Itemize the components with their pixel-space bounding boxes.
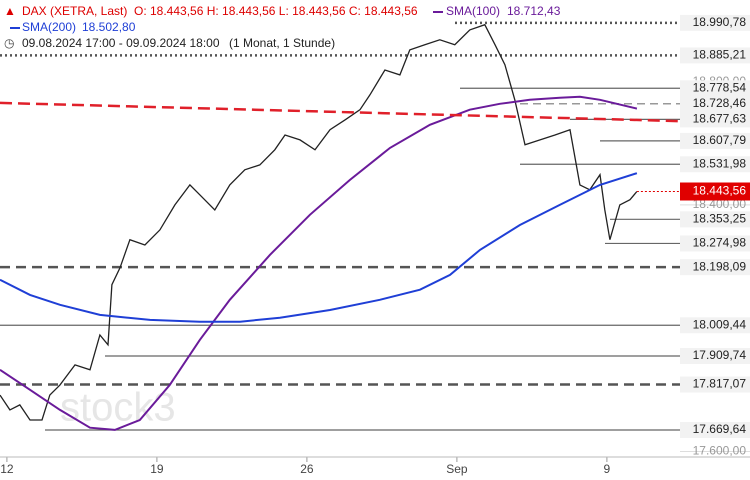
y-tick-label: 18.400,00 [693,197,747,211]
level-label: 18.677,63 [693,112,747,126]
y-tick-label: 17.600,00 [693,444,747,458]
series-line [0,172,638,323]
level-label-bg [680,14,750,31]
sma200-value: 18.502,80 [82,20,136,34]
header-icon: ▲ [4,4,16,18]
level-label: 18.198,09 [693,259,747,273]
date-range: 09.08.2024 17:00 - 09.09.2024 18:00 [22,36,220,50]
level-label-bg [680,421,750,438]
level-label-bg [680,47,750,64]
level-label: 18.531,98 [693,156,747,170]
level-label: 18.009,44 [693,317,747,331]
level-label-bg [680,95,750,112]
symbol: DAX (XETRA, Last) [22,4,127,18]
watermark: stock3 [60,386,176,430]
series-line [0,95,638,431]
x-tick-label: 9 [604,462,611,476]
level-label-bg [680,348,750,365]
level-label-bg [680,111,750,128]
level-label: 18.885,21 [693,48,747,62]
level-label: 18.728,46 [693,96,747,110]
level-label-bg [680,132,750,149]
last-price-bg [680,182,750,201]
level-label: 18.990,78 [693,15,747,29]
level-label: 17.909,74 [693,348,747,362]
sma200-name: SMA(200) [22,20,76,34]
header-bg [0,0,430,38]
series-line [0,101,750,125]
level-label-bg [680,80,750,97]
level-label-bg [680,376,750,393]
level-label-bg [680,156,750,173]
level-label: 18.607,79 [693,133,747,147]
level-label-bg [680,317,750,334]
clock-icon: ◷ [4,36,14,50]
x-tick-label: 19 [150,462,164,476]
level-label-bg [680,211,750,228]
level-label: 17.817,07 [693,377,747,391]
sma100-name: SMA(100) [446,4,500,18]
level-label: 18.778,54 [693,80,747,94]
x-tick-label: 26 [300,462,314,476]
level-label: 18.353,25 [693,212,747,226]
x-tick-label: 12 [0,462,14,476]
last-price-label: 18.443,56 [693,184,747,198]
level-label-bg [680,259,750,276]
level-label-bg [680,235,750,252]
sma100-value: 18.712,43 [507,4,561,18]
series-line [0,23,638,421]
period: (1 Monat, 1 Stunde) [229,36,335,50]
level-label: 17.669,64 [693,422,747,436]
level-label: 18.274,98 [693,236,747,250]
x-tick-label: Sep [446,462,468,476]
ohlc: O: 18.443,56 H: 18.443,56 L: 18.443,56 C… [134,4,418,18]
